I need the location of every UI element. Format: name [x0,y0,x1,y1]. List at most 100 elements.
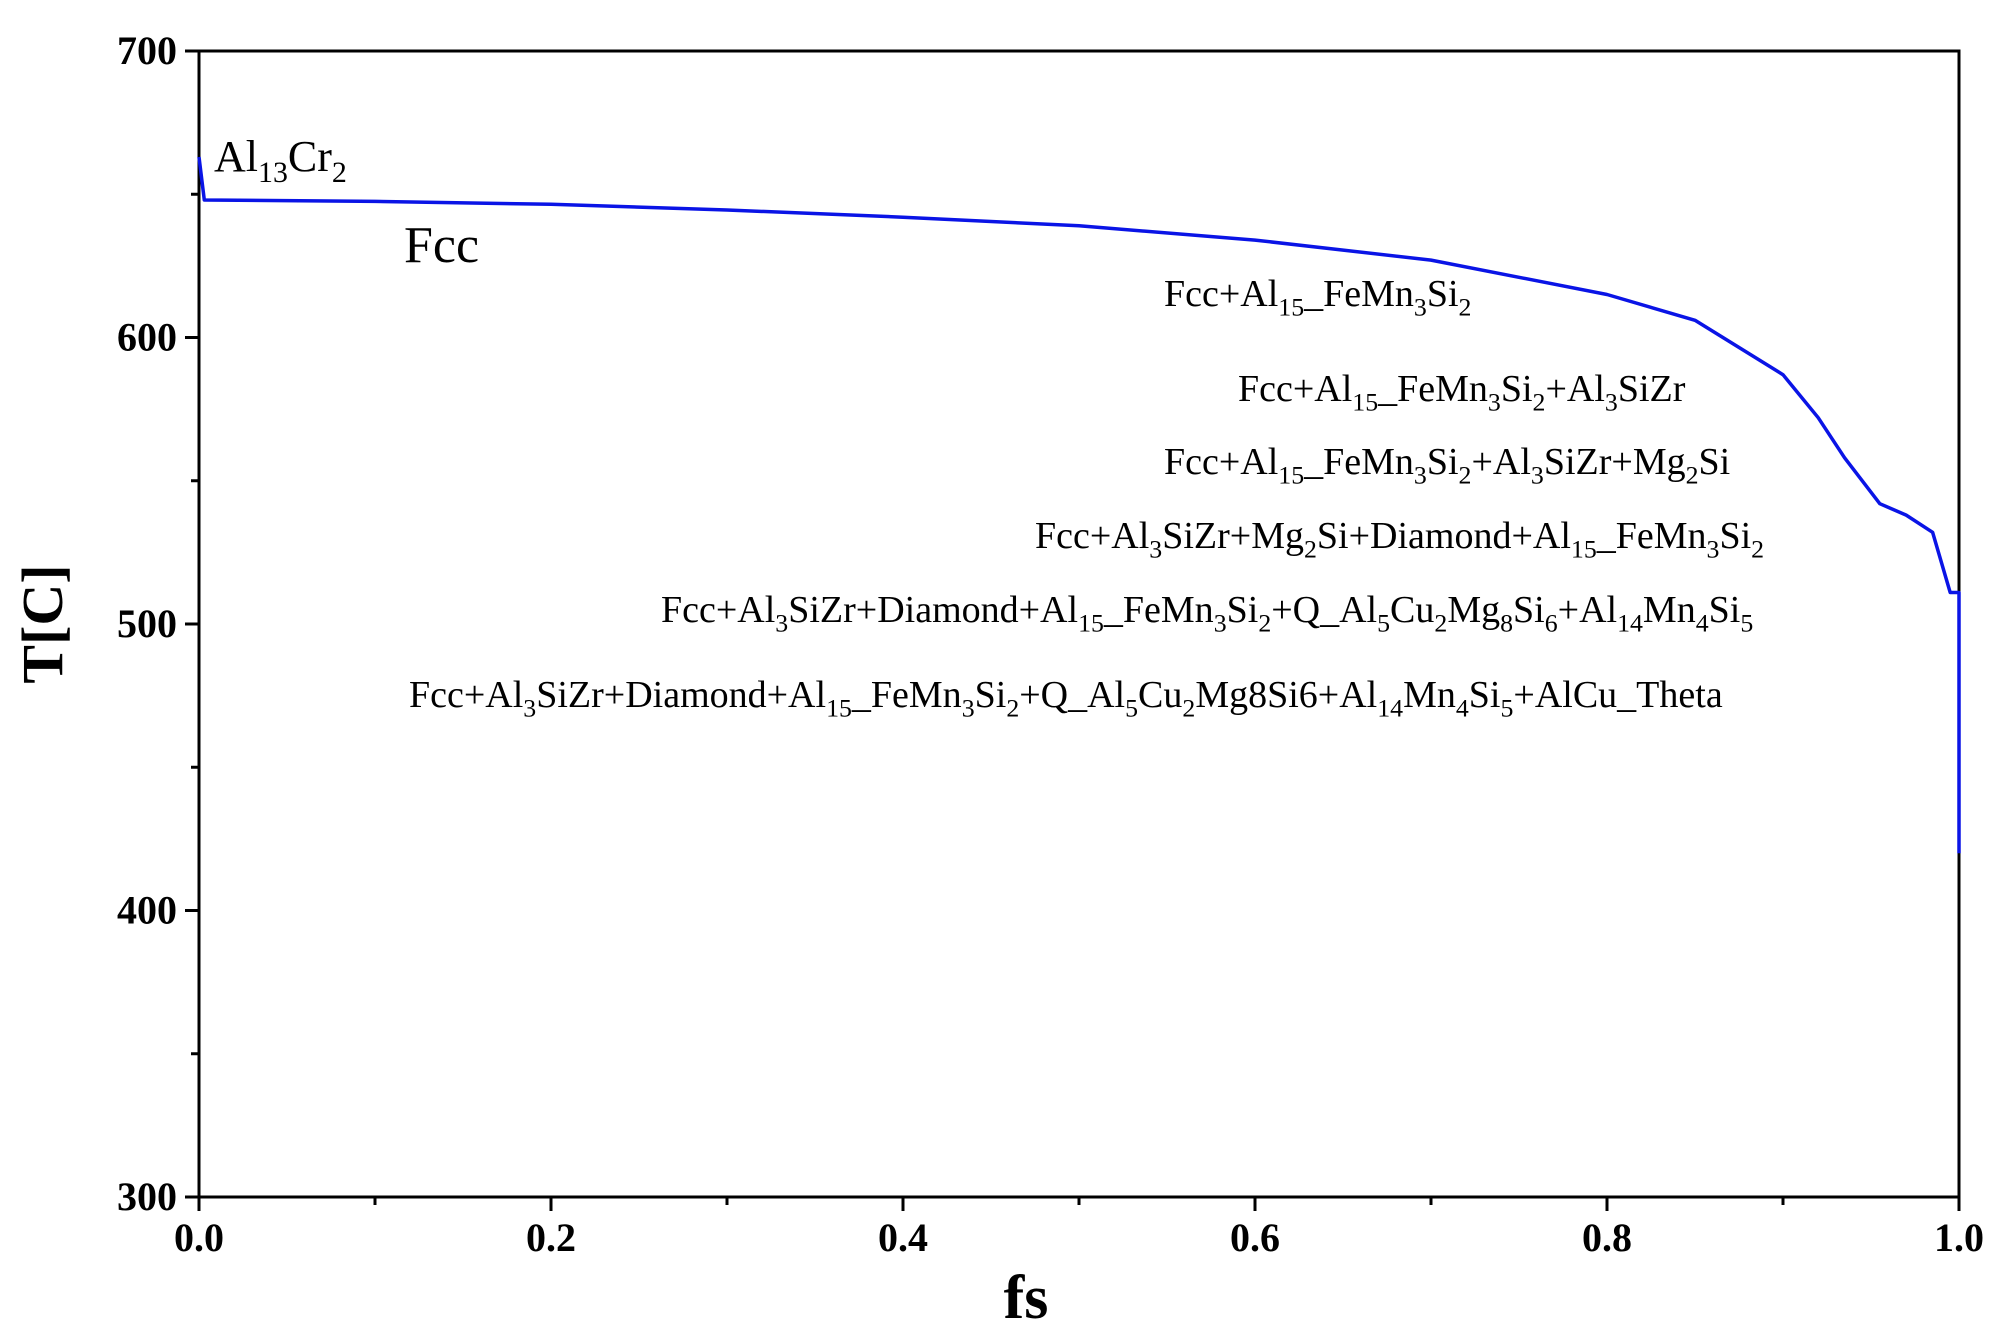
phase-label-text: Fcc+Al [661,589,775,631]
phase-label-subscript: 15 [1078,609,1104,638]
phase-label-text: +Al [1471,441,1530,483]
phase-label-text: Si [1469,674,1501,716]
phase-label-subscript: 2 [1006,694,1019,723]
y-tick-label: 300 [117,1174,177,1219]
phase-label-text: _FeMn [1596,515,1707,557]
phase-label-subscript: 2 [1459,461,1472,490]
phase-label-text: Si [1709,589,1741,631]
phase-label-text: Si [1719,515,1751,557]
phase-label-subscript: 3 [1531,461,1544,490]
phase-label-subscript: 3 [1414,461,1427,490]
phase-label-text: SiZr+Mg [1162,515,1304,557]
phase-label: Fcc+Al3SiZr+Diamond+Al15_FeMn3Si2+Q_Al5C… [409,674,1723,723]
phase-label-subscript: 2 [1434,609,1447,638]
y-tick-label: 500 [117,601,177,646]
phase-label-subscript: 3 [775,609,788,638]
phase-label-subscript: 2 [1258,609,1271,638]
phase-label-subscript: 3 [1605,388,1618,417]
phase-label: Fcc+Al3SiZr+Mg2Si+Diamond+Al15_FeMn3Si2 [1035,515,1764,564]
x-tick-label: 1.0 [1934,1215,1984,1260]
phase-label-text: _FeMn [1303,273,1414,315]
data-line [197,156,1961,854]
phase-label: Fcc+Al15_FeMn3Si2+Al3SiZr+Mg2Si [1164,441,1730,490]
phase-label: Al13Cr2 [214,132,347,189]
phase-label-subscript: 3 [1707,535,1720,564]
phase-label-text: Si [1427,441,1459,483]
phase-label-subscript: 8 [1500,609,1513,638]
phase-label-text: Fcc+Al [1035,515,1149,557]
phase-label-text: Mg8Si6+Al [1195,674,1377,716]
phase-label-text: _FeMn [1103,589,1214,631]
phase-label-subscript: 5 [1500,694,1513,723]
phase-label-text: Fcc+Al [1238,368,1352,410]
phase-label-subscript: 15 [1278,293,1304,322]
phase-label-subscript: 2 [1751,535,1764,564]
phase-label-subscript: 14 [1617,609,1643,638]
phase-label-text: Cu [1138,674,1182,716]
phase-label-text: Si [1427,273,1459,315]
phase-label: Fcc+Al15_FeMn3Si2 [1164,273,1471,322]
phase-label-text: Cu [1390,589,1434,631]
phase-label-subscript: 15 [826,694,852,723]
phase-label-subscript: 6 [1545,609,1558,638]
phase-label-text: Fcc+Al [409,674,523,716]
phase-label-text: SiZr+Diamond+Al [788,589,1078,631]
x-tick-label: 0.8 [1582,1215,1632,1260]
phase-label-text: _FeMn [1303,441,1414,483]
phase-label-text: +Q_Al [1271,589,1377,631]
phase-label-text: Fcc+Al [1164,441,1278,483]
x-tick-label: 0.6 [1230,1215,1280,1260]
phase-label-text: Si [975,674,1007,716]
x-tick-label: 0.4 [878,1215,928,1260]
phase-label: Fcc+Al15_FeMn3Si2+Al3SiZr [1238,368,1686,417]
phase-label-text: Mn [1643,589,1696,631]
phase-label-text: +Q_Al [1019,674,1125,716]
phase-label-subscript: 5 [1377,609,1390,638]
phase-label-subscript: 2 [1459,293,1472,322]
phase-label-subscript: 15 [1571,535,1597,564]
phase-label-text: Si [1513,589,1545,631]
phase-label-subscript: 4 [1456,694,1469,723]
phase-label-text: Si+Diamond+Al [1317,515,1571,557]
x-tick-label: 0.0 [174,1215,224,1260]
x-tick-label: 0.2 [526,1215,576,1260]
y-axis-title: T[C] [10,564,75,683]
phase-label-text: Cr [288,132,332,181]
phase-label-subscript: 5 [1740,609,1753,638]
y-tick-label: 400 [117,888,177,933]
phase-label-text: SiZr [1618,368,1686,410]
phase-label-text: Fcc [404,217,479,274]
phase-label-text: Mg [1447,589,1500,631]
phase-label-subscript: 14 [1377,694,1403,723]
phase-label-text: Fcc+Al [1164,273,1278,315]
phase-label-text: +Al [1545,368,1604,410]
x-axis-title: fs [1004,1264,1049,1332]
phase-label-subscript: 15 [1352,388,1378,417]
phase-label-text: Si [1699,441,1731,483]
phase-label-text: SiZr+Diamond+Al [536,674,826,716]
phase-label-text: +Al [1558,589,1617,631]
phase-label-text: Al [214,132,258,181]
phase-label-text: Si [1501,368,1533,410]
phase-label-subscript: 4 [1696,609,1709,638]
phase-label: Fcc+Al3SiZr+Diamond+Al15_FeMn3Si2+Q_Al5C… [661,589,1753,638]
y-tick-label: 700 [117,28,177,73]
phase-label-text: _FeMn [851,674,962,716]
phase-label-subscript: 5 [1125,694,1138,723]
phase-label-text: +AlCu_Theta [1513,674,1722,716]
phase-label-subscript: 13 [258,156,288,189]
phase-label-text: SiZr+Mg [1544,441,1686,483]
phase-label-text: Si [1227,589,1259,631]
phase-label-subscript: 3 [1414,293,1427,322]
y-tick-label: 600 [117,315,177,360]
phase-label-subscript: 3 [962,694,975,723]
phase-label-subscript: 2 [1686,461,1699,490]
phase-label-subscript: 2 [1533,388,1546,417]
phase-label-subscript: 15 [1278,461,1304,490]
phase-label-subscript: 3 [1488,388,1501,417]
phase-label: Fcc [404,217,479,274]
phase-label-subscript: 3 [523,694,536,723]
phase-label-subscript: 3 [1149,535,1162,564]
